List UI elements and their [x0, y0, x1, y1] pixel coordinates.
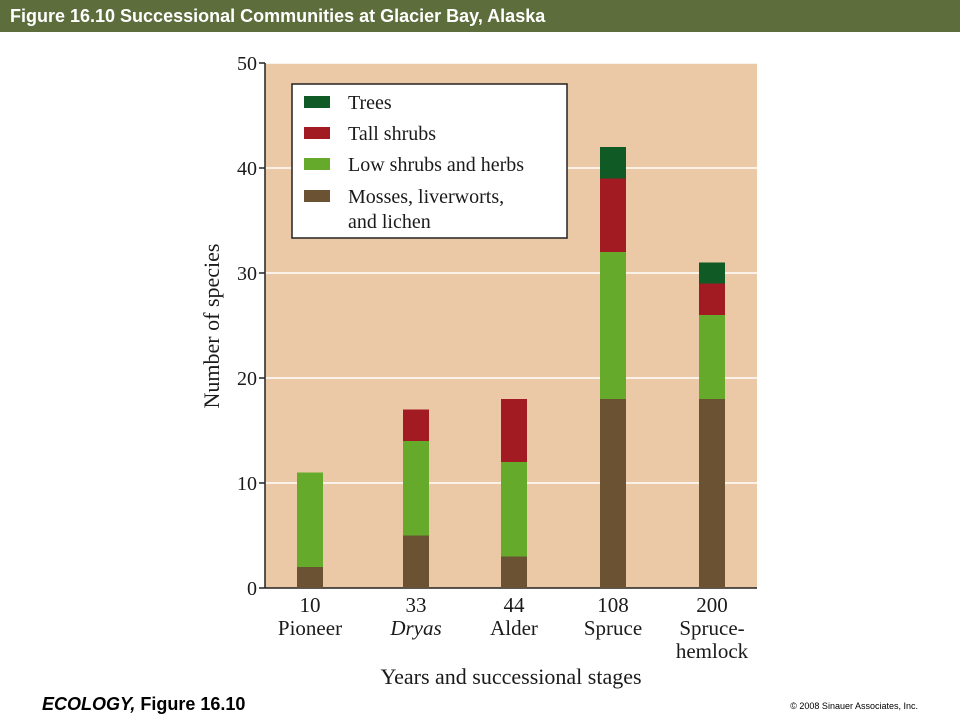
legend-label: and lichen — [348, 211, 431, 233]
bar-segment-mosses — [501, 556, 527, 588]
legend-swatch-trees — [304, 96, 330, 108]
legend-box — [291, 83, 568, 239]
x-tick-label-stage: Spruce — [584, 616, 642, 640]
legend-swatch-tall-shrubs — [304, 127, 330, 139]
bar-segment-low-shrubs — [501, 462, 527, 557]
y-tick-label: 10 — [237, 473, 257, 495]
bar-segment-low-shrubs — [699, 315, 725, 399]
x-tick-label-years: 33 — [406, 593, 427, 617]
x-tick-label-stage: Dryas — [389, 616, 441, 640]
x-tick-label-years: 10 — [300, 593, 321, 617]
x-tick-label-years: 108 — [597, 593, 629, 617]
legend-label: Tall shrubs — [348, 123, 436, 145]
bar-segment-tall-shrubs — [600, 178, 626, 252]
legend-label: Low shrubs and herbs — [348, 154, 524, 176]
figure-title-bar: Figure 16.10 Successional Communities at… — [0, 0, 960, 32]
bar-segment-low-shrubs — [600, 252, 626, 399]
x-axis-title: Years and successional stages — [380, 664, 641, 689]
footer-figure-number: Figure 16.10 — [140, 694, 246, 714]
bar-segment-tall-shrubs — [699, 283, 725, 315]
bar-segment-low-shrubs — [297, 472, 323, 567]
x-tick-label-years: 44 — [504, 593, 526, 617]
bar-segment-tall-shrubs — [403, 409, 429, 441]
footer-book-credit: ECOLOGY, Figure 16.10 — [42, 694, 245, 715]
x-tick-label-stage: Spruce- — [679, 616, 744, 640]
legend-swatch-mosses — [304, 190, 330, 202]
bar-segment-mosses — [600, 399, 626, 588]
bar-segment-low-shrubs — [403, 441, 429, 536]
y-tick-label: 20 — [237, 368, 257, 390]
x-tick-label-years: 200 — [696, 593, 728, 617]
legend-swatch-low-shrubs — [304, 158, 330, 170]
bar-segment-mosses — [699, 399, 725, 588]
x-tick-label-stage: Pioneer — [278, 616, 342, 640]
y-tick-label: 30 — [237, 263, 257, 285]
x-tick-label-stage: Alder — [490, 616, 538, 640]
bar-segment-mosses — [297, 567, 323, 588]
y-axis-title: Number of species — [199, 244, 224, 409]
bar-segment-trees — [600, 147, 626, 179]
bar-segment-trees — [699, 262, 725, 284]
bar-segment-tall-shrubs — [501, 399, 527, 462]
legend-label: Trees — [348, 92, 392, 114]
y-tick-label: 0 — [247, 578, 257, 600]
legend-label: Mosses, liverworts, — [348, 186, 504, 208]
y-tick-label: 50 — [237, 53, 257, 75]
y-tick-label: 40 — [237, 158, 257, 180]
footer-book-name: ECOLOGY, — [42, 694, 136, 714]
bar-segment-mosses — [403, 535, 429, 588]
footer-copyright: © 2008 Sinauer Associates, Inc. — [790, 701, 918, 711]
x-tick-label-stage: hemlock — [676, 639, 749, 663]
figure-title: Figure 16.10 Successional Communities at… — [10, 6, 546, 26]
